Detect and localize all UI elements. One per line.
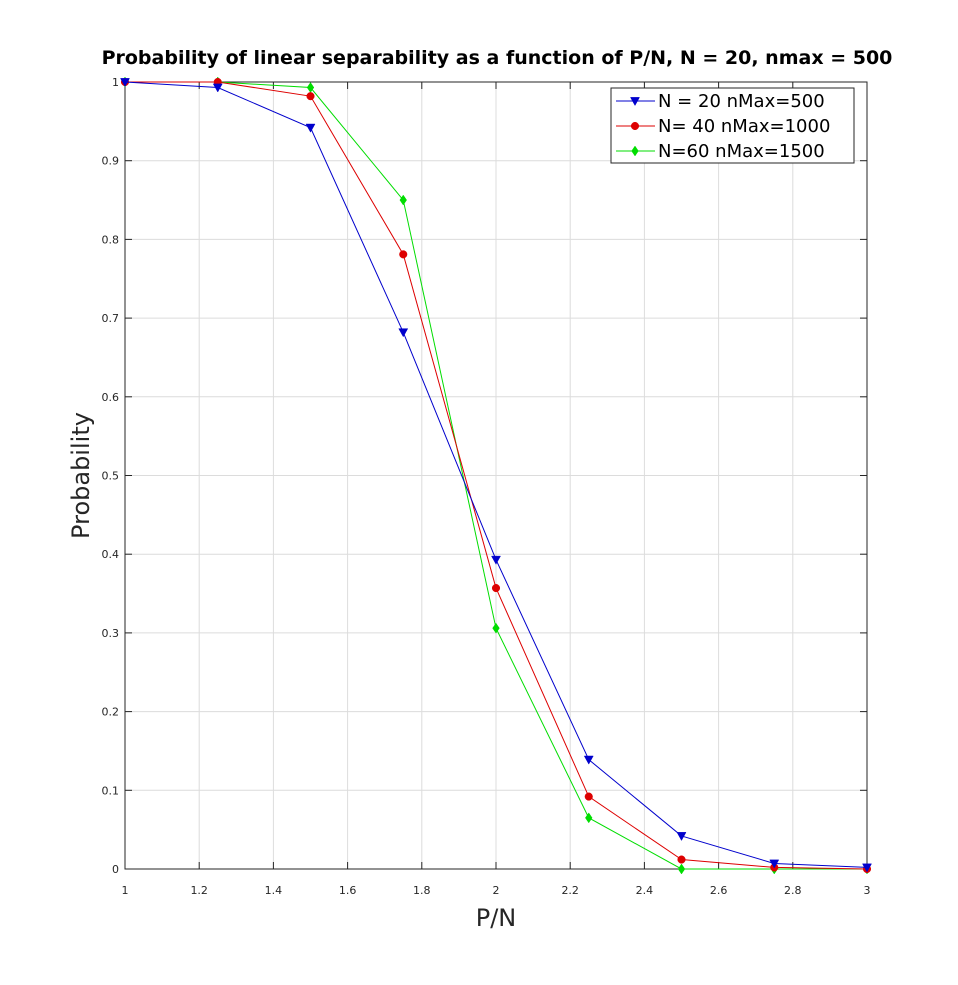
data-point [305,123,316,133]
y-tick-label: 0.1 [102,784,120,797]
y-tick-label: 0.8 [102,233,120,246]
x-tick-label: 1.8 [413,884,431,897]
series-1 [120,78,872,873]
legend: N = 20 nMax=500 N= 40 nMax=1000 N=60 nMax=… [610,87,855,164]
x-tick-label: 3 [864,884,871,897]
x-tick-label: 1.6 [339,884,357,897]
x-tick-label: 1 [122,884,129,897]
legend-label: N=60 nMax=1500 [658,141,825,162]
data-point [398,328,409,338]
legend-label: N= 40 nMax=1000 [658,116,830,137]
x-tick-label: 1.2 [190,884,208,897]
data-point [399,250,408,259]
legend-marker [630,97,640,107]
y-tick-label: 0 [112,863,119,876]
x-tick-label: 2.6 [710,884,728,897]
x-axis-label: P/N [476,904,517,932]
grid-lines [124,81,868,870]
y-tick-label: 0.3 [102,627,120,640]
data-point [583,755,594,765]
y-tick-label: 0.6 [102,391,120,404]
legend-marker [631,145,639,157]
data-point [120,78,130,88]
data-point [491,555,501,565]
data-point [677,863,686,875]
y-axis-label: Probability [67,412,95,539]
legend-item: N = 20 nMax=500 [616,91,825,112]
legend-item: N= 40 nMax=1000 [616,116,830,137]
y-tick-label: 0.4 [102,548,120,561]
legend-item: N=60 nMax=1500 [616,141,825,162]
series-lines [120,76,872,875]
y-tick-label: 1 [112,76,119,89]
data-point [491,583,501,593]
data-point [585,812,593,824]
data-point [492,622,500,634]
y-tick-label: 0.7 [102,312,120,325]
legend-label: N = 20 nMax=500 [658,91,825,112]
data-point [676,832,687,841]
data-point [584,792,593,801]
data-point [862,863,872,873]
x-tick-label: 2.8 [784,884,802,897]
chart-title: Probability of linear separability as a … [102,47,893,69]
y-tick-label: 0.5 [102,470,120,483]
y-tick-label: 0.9 [102,155,120,168]
x-tick-label: 1.4 [265,884,283,897]
data-point [212,83,223,93]
x-tick-label: 2 [493,884,500,897]
data-point [769,859,780,869]
data-point [677,855,686,864]
data-point [306,92,315,101]
x-tick-label: 2.2 [561,884,579,897]
legend-marker [630,121,640,131]
y-tick-label: 0.2 [102,706,120,719]
data-point [399,194,407,206]
x-tick-label: 2.4 [636,884,654,897]
axis-ticks: 1 1.2 1.4 1.6 1.8 2 2.2 2.4 2.6 2.8 3 0 0.1 0.2 0.3 0.4… [102,76,871,897]
